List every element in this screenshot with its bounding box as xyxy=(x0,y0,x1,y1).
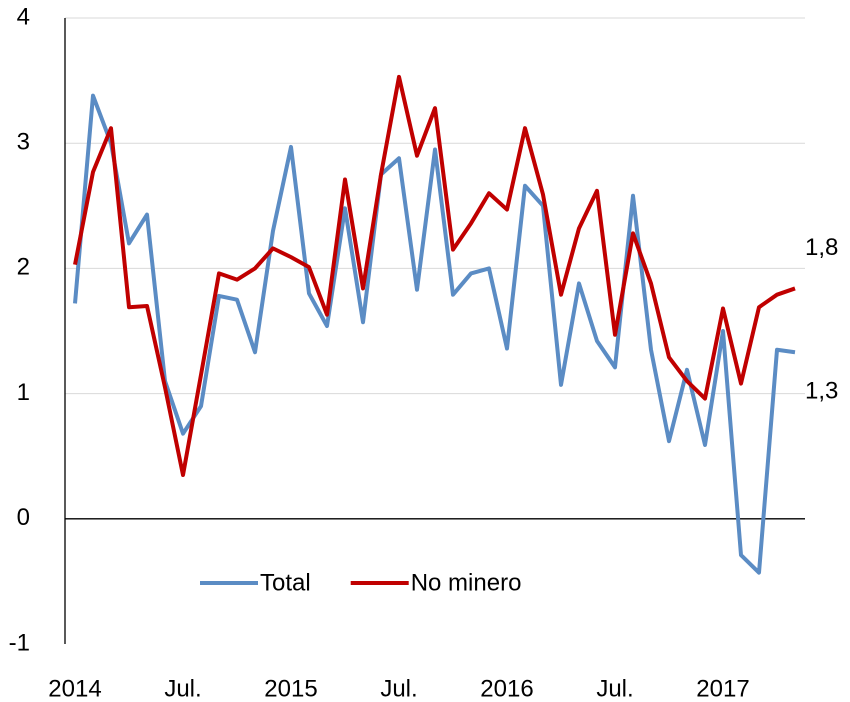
x-tick-label: Jul. xyxy=(380,675,417,702)
x-tick-label: Jul. xyxy=(596,675,633,702)
data-label: 1,3 xyxy=(805,378,838,405)
x-tick-label: 2017 xyxy=(696,675,749,702)
x-tick-label: 2014 xyxy=(48,675,101,702)
series-line xyxy=(73,74,796,477)
x-tick-label: Jul. xyxy=(164,675,201,702)
x-tick-label: 2016 xyxy=(480,675,533,702)
y-tick-label: -1 xyxy=(9,629,30,656)
y-tick-label: 1 xyxy=(17,379,30,406)
legend-label: No minero xyxy=(411,569,522,596)
y-tick-label: 0 xyxy=(17,504,30,531)
x-tick-label: 2015 xyxy=(264,675,317,702)
y-tick-label: 3 xyxy=(17,129,30,156)
legend-label: Total xyxy=(260,569,311,596)
y-tick-label: 2 xyxy=(17,254,30,281)
y-tick-label: 4 xyxy=(17,3,30,30)
data-label: 1,8 xyxy=(805,234,838,261)
series-line xyxy=(73,93,796,575)
